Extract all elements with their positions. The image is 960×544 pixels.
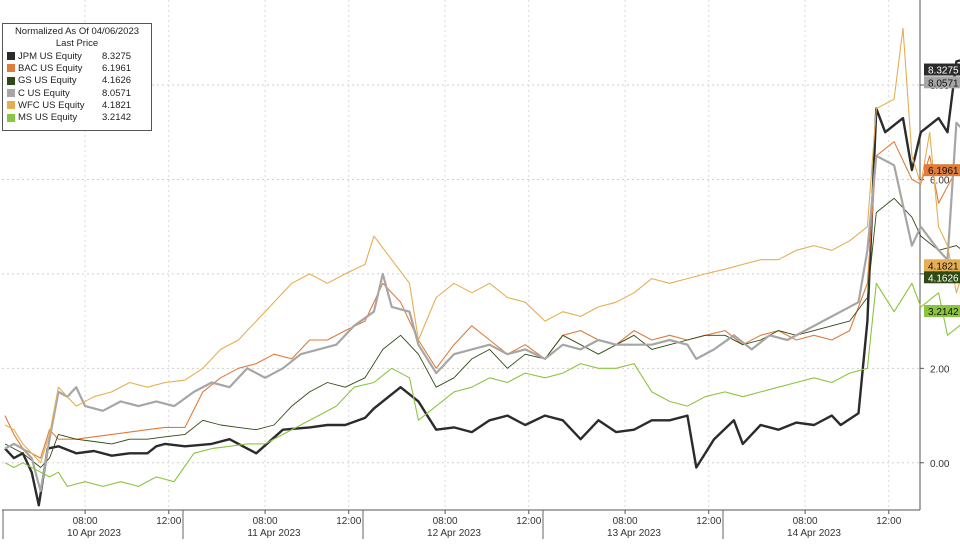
legend-series-name: BAC US Equity	[18, 62, 83, 74]
y-tick-label: 0.00	[930, 459, 950, 470]
last-value-badge	[924, 76, 960, 89]
x-time-label: 12:00	[336, 516, 361, 527]
legend-series-name: MS US Equity	[18, 112, 78, 124]
legend-last-value: 4.1626	[102, 75, 132, 87]
x-day-label: 10 Apr 2023	[67, 528, 121, 539]
legend-last-value: 6.1961	[102, 62, 132, 74]
series-line-c	[4, 121, 960, 493]
x-time-label: 12:00	[876, 516, 901, 527]
legend-last-value: 3.2142	[102, 112, 132, 124]
legend-subtitle: Last Price	[55, 38, 99, 49]
last-value-label: 4.1626	[928, 273, 959, 284]
last-value-badge	[924, 304, 960, 317]
legend-swatch	[7, 113, 15, 122]
y-tick-label: 2.00	[930, 364, 950, 375]
x-time-label: 08:00	[613, 516, 638, 527]
last-value-label: 3.2142	[928, 307, 959, 318]
legend-swatch	[7, 101, 15, 110]
x-time-label: 12:00	[696, 516, 721, 527]
y-tick-label: 6.00	[930, 175, 950, 186]
legend-last-value: 8.0571	[102, 87, 132, 99]
series-line-gs	[4, 197, 960, 468]
legend-last-value: 8.3275	[102, 50, 132, 62]
legend-swatch	[7, 76, 15, 85]
series-line-jpm	[4, 59, 960, 507]
legend-entry: GS US Equity 4.1626	[7, 75, 147, 87]
last-value-label: 4.1821	[928, 261, 959, 272]
legend-entry: BAC US Equity 6.1961	[7, 62, 147, 74]
series-line-bac	[4, 141, 960, 459]
last-value-label: 6.1961	[928, 166, 959, 177]
x-time-label: 08:00	[73, 516, 98, 527]
last-value-badge	[924, 63, 960, 76]
x-day-label: 12 Apr 2023	[427, 528, 481, 539]
legend-entry: JPM US Equity 8.3275	[7, 50, 147, 62]
x-time-label: 08:00	[433, 516, 458, 527]
x-time-label: 08:00	[253, 516, 278, 527]
x-day-label: 11 Apr 2023	[247, 528, 301, 539]
legend-series-name: WFC US Equity	[18, 99, 85, 111]
legend-entry: MS US Equity 3.2142	[7, 111, 147, 123]
legend-entry: C US Equity 8.0571	[7, 87, 147, 99]
last-value-label: 8.3275	[928, 66, 959, 77]
series-line-ms	[4, 282, 960, 487]
x-time-label: 08:00	[793, 516, 818, 527]
legend-last-value: 4.1821	[102, 99, 132, 111]
legend-swatch	[7, 64, 15, 73]
legend-rows: JPM US Equity 8.3275 BAC US Equity 6.1961 GS…	[7, 50, 147, 124]
legend-series-name: C US Equity	[18, 87, 70, 99]
legend-swatch	[7, 89, 15, 98]
last-value-badge	[924, 259, 960, 272]
legend-entry: WFC US Equity 4.1821	[7, 99, 147, 111]
last-value-badge	[924, 271, 960, 284]
legend-series-name: GS US Equity	[18, 75, 77, 87]
x-time-label: 12:00	[156, 516, 181, 527]
last-value-label: 8.0571	[928, 78, 959, 89]
last-value-badge	[924, 164, 960, 177]
legend-swatch	[7, 52, 15, 61]
legend-series-name: JPM US Equity	[18, 50, 82, 62]
x-day-label: 13 Apr 2023	[607, 528, 661, 539]
series-line-wfc	[4, 27, 960, 464]
legend: Normalized As Of 04/06/2023 Last Price J…	[2, 23, 152, 131]
x-day-label: 14 Apr 2023	[787, 528, 841, 539]
legend-title: Normalized As Of 04/06/2023	[14, 26, 140, 37]
x-time-label: 12:00	[516, 516, 541, 527]
